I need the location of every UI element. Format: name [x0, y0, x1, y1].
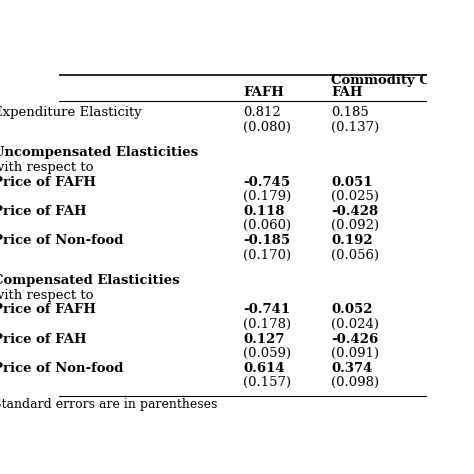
Text: Price of Non-food: Price of Non-food	[0, 234, 124, 247]
Text: (0.080): (0.080)	[243, 121, 291, 134]
Text: Price of FAH: Price of FAH	[0, 205, 87, 218]
Text: 0.812: 0.812	[243, 106, 281, 119]
Text: (0.091): (0.091)	[331, 347, 379, 360]
Text: (0.157): (0.157)	[243, 376, 291, 389]
Text: with respect to: with respect to	[0, 289, 94, 302]
Text: 0.118: 0.118	[243, 205, 284, 218]
Text: (0.024): (0.024)	[331, 318, 379, 331]
Text: 0.374: 0.374	[331, 362, 373, 375]
Text: -0.741: -0.741	[243, 303, 290, 316]
Text: -0.185: -0.185	[243, 234, 290, 247]
Text: (0.179): (0.179)	[243, 190, 291, 203]
Text: Standard errors are in parentheses: Standard errors are in parentheses	[0, 398, 218, 411]
Text: Price of FAFH: Price of FAFH	[0, 175, 96, 189]
Text: Commodity C: Commodity C	[331, 74, 430, 87]
Text: Price of Non-food: Price of Non-food	[0, 362, 124, 375]
Text: 0.052: 0.052	[331, 303, 373, 316]
Text: Uncompensated Elasticities: Uncompensated Elasticities	[0, 146, 198, 159]
Text: -0.745: -0.745	[243, 175, 290, 189]
Text: (0.170): (0.170)	[243, 248, 291, 262]
Text: Compensated Elasticities: Compensated Elasticities	[0, 274, 180, 287]
Text: 0.192: 0.192	[331, 234, 373, 247]
Text: (0.098): (0.098)	[331, 376, 379, 389]
Text: (0.137): (0.137)	[331, 121, 379, 134]
Text: (0.092): (0.092)	[331, 219, 379, 232]
Text: 0.051: 0.051	[331, 175, 373, 189]
Text: Expenditure Elasticity: Expenditure Elasticity	[0, 106, 142, 119]
Text: Price of FAH: Price of FAH	[0, 332, 87, 346]
Text: (0.060): (0.060)	[243, 219, 291, 232]
Text: (0.178): (0.178)	[243, 318, 291, 331]
Text: 0.614: 0.614	[243, 362, 284, 375]
Text: FAFH: FAFH	[243, 86, 284, 99]
Text: Price of FAFH: Price of FAFH	[0, 303, 96, 316]
Text: -0.426: -0.426	[331, 332, 378, 346]
Text: 0.127: 0.127	[243, 332, 284, 346]
Text: (0.056): (0.056)	[331, 248, 379, 262]
Text: (0.025): (0.025)	[331, 190, 379, 203]
Text: 0.185: 0.185	[331, 106, 369, 119]
Text: FAH: FAH	[331, 86, 363, 99]
Text: (0.059): (0.059)	[243, 347, 291, 360]
Text: -0.428: -0.428	[331, 205, 378, 218]
Text: with respect to: with respect to	[0, 161, 94, 174]
